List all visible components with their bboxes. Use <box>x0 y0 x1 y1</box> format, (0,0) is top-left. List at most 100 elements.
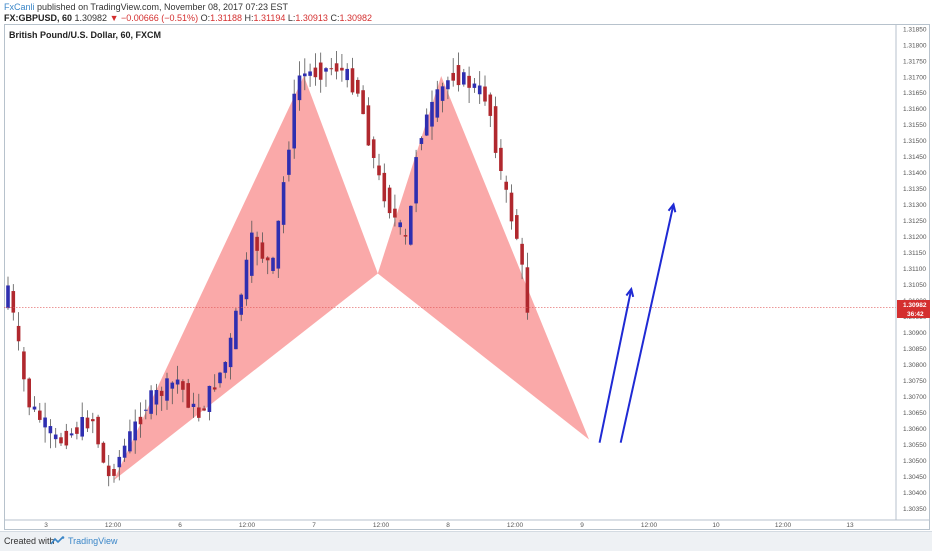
candle-body-30 <box>165 378 169 401</box>
price-tick-label: 1.31250 <box>903 218 927 225</box>
candle-body-29 <box>159 390 164 396</box>
price-tick-label: 1.31650 <box>903 90 927 97</box>
projection-arrowhead-2 <box>667 202 677 213</box>
price-tick-label: 1.31400 <box>903 170 927 177</box>
candle-body-77 <box>414 157 418 204</box>
candle-body-10 <box>59 437 63 444</box>
price-tick-label: 1.30800 <box>903 362 927 369</box>
candle-body-72 <box>387 187 392 214</box>
time-tick-label: 12:00 <box>507 522 524 529</box>
price-tick-label: 1.31450 <box>903 154 927 161</box>
price-tick-label: 1.30500 <box>903 458 927 465</box>
projection-arrow-2[interactable] <box>619 204 675 443</box>
pattern-triangle-bcd[interactable] <box>377 76 589 440</box>
candle-body-91 <box>488 94 493 116</box>
projection-arrow-1[interactable] <box>598 288 633 443</box>
candle-body-24 <box>133 421 137 441</box>
candle-body-49 <box>265 257 270 261</box>
candle-body-97 <box>520 243 524 265</box>
low-value: 1.30913 <box>295 13 328 23</box>
price-tick-label: 1.30450 <box>903 474 927 481</box>
candle-body-75 <box>403 235 408 237</box>
candle-body-8 <box>48 426 53 434</box>
candle-body-95 <box>509 192 514 222</box>
candle-body-44 <box>239 294 243 315</box>
price-tick-label: 1.30700 <box>903 394 927 401</box>
time-axis[interactable]: 3 12:00 6 12:00 7 12:00 8 12:00 9 12:00 10 12:00 13 <box>44 522 854 529</box>
candle-body-74 <box>398 222 402 228</box>
countdown-badge-bg <box>897 309 930 318</box>
candle-body-20 <box>112 468 116 476</box>
price-change: ▼ −0.00666 (−0.51%) <box>109 13 199 23</box>
price-tick-label: 1.31050 <box>903 282 927 289</box>
candle-body-87 <box>467 75 471 88</box>
price-tick-label: 1.30750 <box>903 378 927 385</box>
high-value: 1.31194 <box>253 13 286 23</box>
candle-body-63 <box>340 67 344 71</box>
candle-body-81 <box>435 89 440 118</box>
candle-body-50 <box>271 257 275 271</box>
chart-frame[interactable] <box>4 24 930 530</box>
candle-body-40 <box>218 372 222 384</box>
candle-body-14 <box>80 417 84 437</box>
candle-body-5 <box>32 406 37 410</box>
price-tick-label: 1.31500 <box>903 138 927 145</box>
price-tick-label: 1.31850 <box>903 26 927 33</box>
price-axis[interactable]: 1.31850 1.31800 1.31750 1.31700 1.31650 1.316… <box>903 26 927 513</box>
tradingview-logo-icon <box>50 536 65 545</box>
candle-body-35 <box>191 403 196 408</box>
candle-body-51 <box>276 220 281 269</box>
candle-body-62 <box>334 63 339 72</box>
candle-body-32 <box>175 379 180 385</box>
time-tick-label: 7 <box>312 522 316 529</box>
candle-body-38 <box>207 385 212 412</box>
time-tick-label: 10 <box>712 522 720 529</box>
candles <box>6 51 530 487</box>
candle-body-70 <box>377 165 381 176</box>
time-tick-label: 12:00 <box>775 522 792 529</box>
candle-body-0 <box>6 285 10 309</box>
time-tick-label: 12:00 <box>373 522 390 529</box>
candle-body-76 <box>409 205 413 245</box>
tradingview-brand[interactable]: TradingView <box>68 536 118 546</box>
price-tick-label: 1.31550 <box>903 122 927 129</box>
price-chart[interactable]: 1.31850 1.31800 1.31750 1.31700 1.31650 1.316… <box>0 0 932 531</box>
price-tick-label: 1.31350 <box>903 186 927 193</box>
candle-body-65 <box>350 68 355 93</box>
footer: Created with TradingView <box>0 531 932 551</box>
candle-body-48 <box>260 242 265 259</box>
candle-body-1 <box>11 291 16 313</box>
candle-body-53 <box>287 149 291 175</box>
candle-body-42 <box>228 337 233 368</box>
candle-body-66 <box>356 79 360 94</box>
candle-body-80 <box>430 101 434 127</box>
countdown-badge-text: 36:42 <box>907 311 924 318</box>
candle-body-68 <box>366 105 371 146</box>
time-tick-label: 12:00 <box>105 522 122 529</box>
price-tick-label: 1.31200 <box>903 234 927 241</box>
close-label: C: <box>330 13 340 23</box>
candle-body-69 <box>371 139 376 158</box>
harmonic-pattern[interactable] <box>113 76 589 481</box>
candle-body-78 <box>419 138 424 144</box>
projection-arrows[interactable] <box>598 202 677 443</box>
candle-body-90 <box>483 86 487 102</box>
candle-body-67 <box>361 90 365 115</box>
candle-body-84 <box>451 72 455 81</box>
open-value: 1.31188 <box>210 13 242 23</box>
projection-arrowhead-1 <box>625 286 635 298</box>
price-tick-label: 1.31800 <box>903 42 927 49</box>
candle-body-88 <box>472 83 477 88</box>
price-tick-label: 1.30600 <box>903 426 927 433</box>
candle-body-55 <box>297 75 302 101</box>
candle-body-56 <box>303 73 307 77</box>
candle-body-46 <box>250 232 254 276</box>
author-link[interactable]: FxCanli <box>4 2 35 12</box>
time-tick-label: 9 <box>580 522 584 529</box>
time-tick-label: 12:00 <box>239 522 256 529</box>
candle-body-96 <box>515 215 519 239</box>
candle-body-47 <box>255 236 259 251</box>
candle-body-21 <box>117 456 122 468</box>
time-tick-label: 12:00 <box>641 522 658 529</box>
candle-body-41 <box>223 362 228 373</box>
